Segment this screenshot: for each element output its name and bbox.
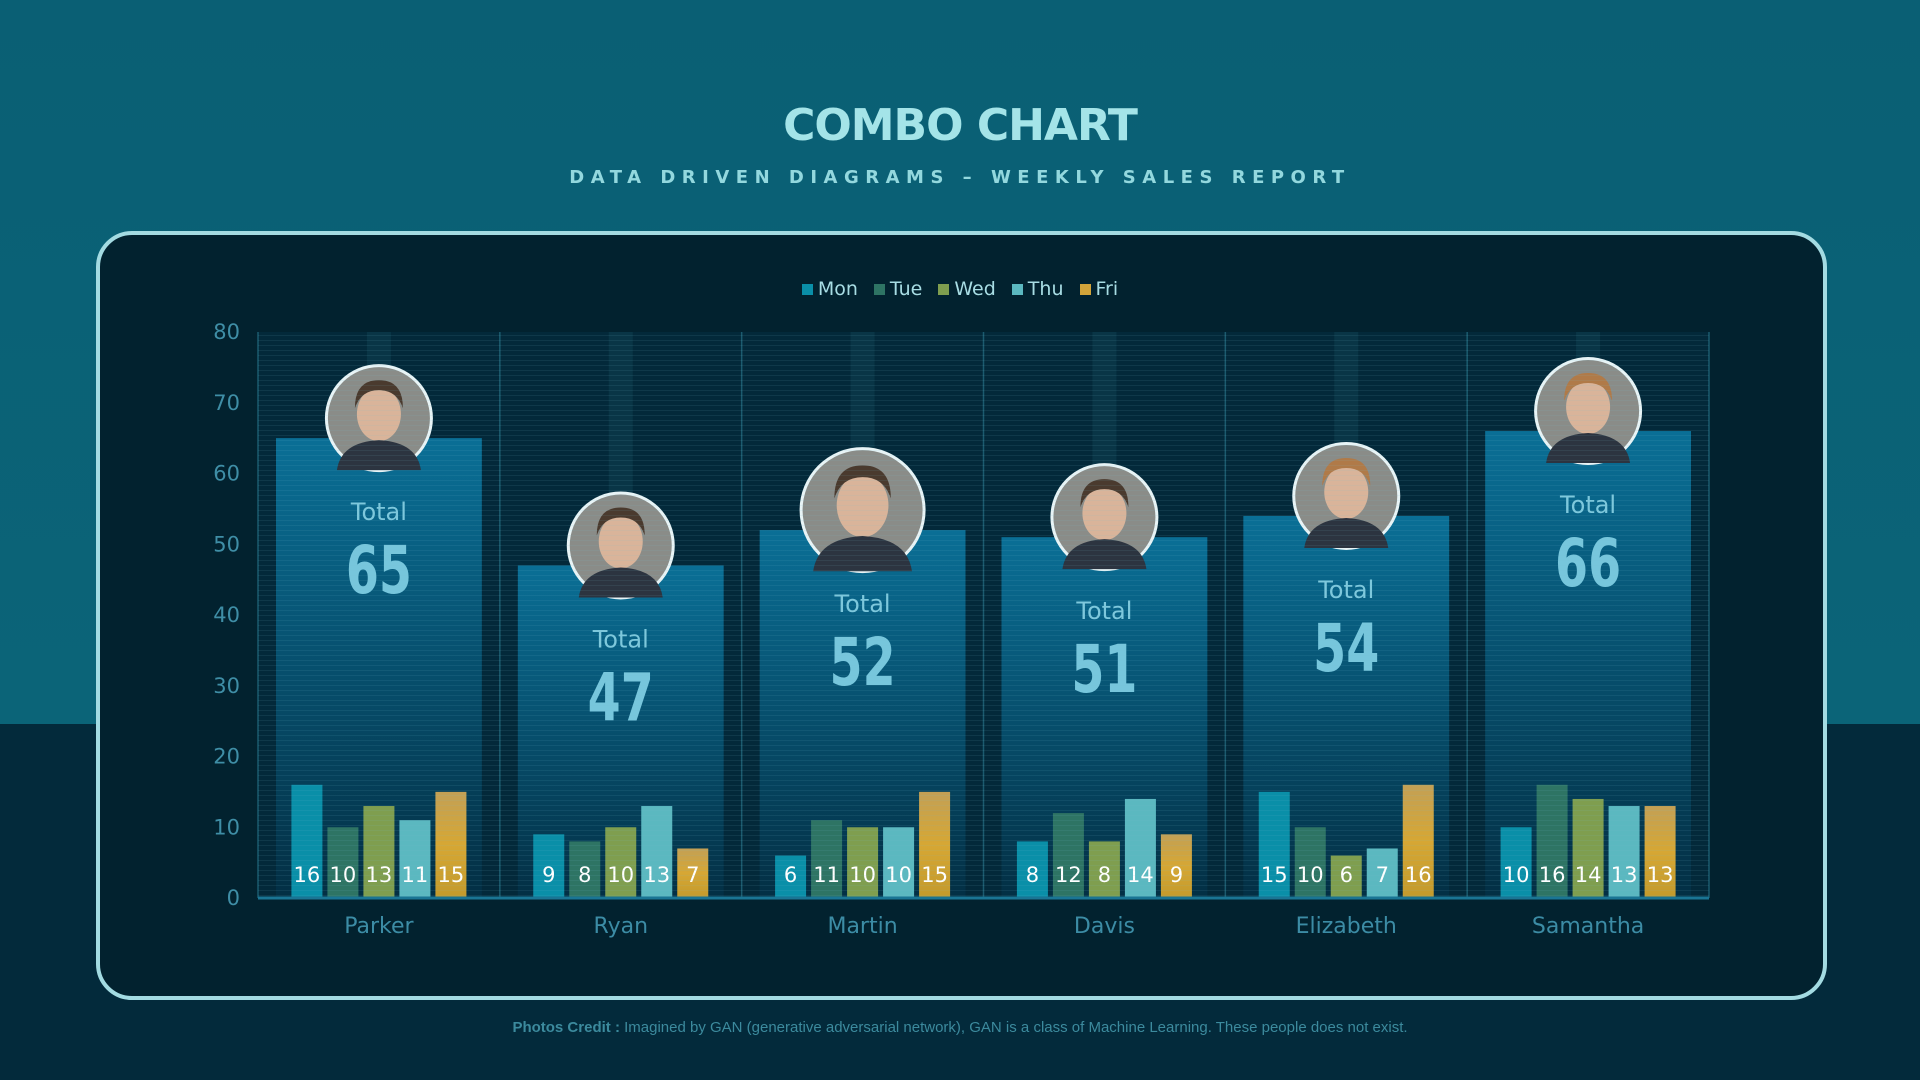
photo-credit: Photos Credit : Imagined by GAN (generat… — [0, 1019, 1920, 1036]
legend-swatch — [1079, 283, 1091, 295]
legend-item-mon: Mon — [801, 278, 858, 300]
page-title: COMBO CHART — [783, 100, 1138, 151]
legend-label: Mon — [817, 278, 858, 300]
legend-label: Fri — [1095, 278, 1119, 300]
legend-item-wed: Wed — [938, 278, 996, 300]
category-label-parker: Parker — [344, 914, 414, 939]
page-subtitle: DATA DRIVEN DIAGRAMS – WEEKLY SALES REPO… — [569, 167, 1351, 188]
legend-item-fri: Fri — [1079, 278, 1119, 300]
y-tick-label: 40 — [213, 603, 240, 627]
legend-swatch — [1011, 283, 1023, 295]
legend-item-tue: Tue — [873, 278, 923, 300]
credit-text: Imagined by GAN (generative adversarial … — [619, 1019, 1408, 1036]
legend-label: Tue — [889, 278, 923, 300]
y-tick-label: 0 — [227, 886, 240, 910]
y-tick-label: 10 — [213, 815, 240, 839]
legend-label: Thu — [1027, 278, 1064, 300]
category-label-martin: Martin — [827, 914, 897, 939]
legend: Mon Tue Wed Thu Fri — [0, 278, 1920, 300]
y-tick-label: 60 — [213, 462, 240, 486]
category-label-samantha: Samantha — [1532, 914, 1644, 939]
y-tick-label: 30 — [213, 674, 240, 698]
category-label-davis: Davis — [1074, 914, 1135, 939]
category-label-ryan: Ryan — [593, 914, 648, 939]
y-tick-label: 50 — [213, 532, 240, 556]
grid-stripes — [258, 332, 1709, 898]
credit-label: Photos Credit : — [512, 1019, 620, 1036]
legend-swatch — [801, 283, 813, 295]
y-tick-label: 70 — [213, 391, 240, 415]
legend-swatch — [873, 283, 885, 295]
legend-label: Wed — [954, 278, 996, 300]
y-tick-label: 20 — [213, 745, 240, 769]
legend-swatch — [938, 283, 950, 295]
y-tick-label: 80 — [213, 320, 240, 344]
category-label-elizabeth: Elizabeth — [1296, 914, 1397, 939]
legend-item-thu: Thu — [1011, 278, 1064, 300]
